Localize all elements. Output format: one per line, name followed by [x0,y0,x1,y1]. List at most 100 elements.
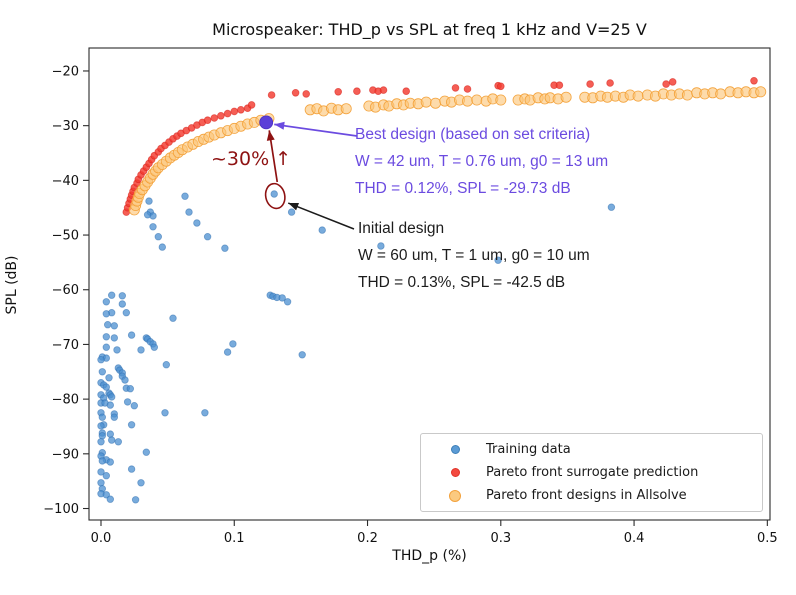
annotation-best-line-3: THD = 0.12%, SPL = -29.73 dB [355,180,571,197]
annotation-best-line-2: W = 42 um, T = 0.76 um, g0 = 13 um [355,153,609,170]
point-pareto-front-designs-in-allsolve [755,86,767,98]
point-training-data [283,298,292,306]
legend-label: Pareto front designs in Allsolve [486,488,687,503]
point-pareto-front-surrogate-prediction [402,87,411,95]
point-training-data [102,298,110,306]
point-training-data [127,421,136,429]
point-pareto-front-surrogate-prediction [586,80,594,88]
point-training-data [123,398,132,406]
y-tick-label: −80 [52,393,79,408]
point-training-data [98,457,106,465]
point-training-data [221,244,229,252]
point-pareto-front-surrogate-prediction [223,109,232,118]
point-pareto-front-surrogate-prediction [606,79,614,87]
point-training-data [107,436,116,444]
point-pareto-front-designs-in-allsolve [560,91,572,103]
point-training-data [137,346,145,354]
point-training-data [103,321,112,329]
point-training-data [377,242,385,250]
point-training-data [102,343,110,351]
point-pareto-front-designs-in-allsolve [461,95,473,107]
annotation-initial-design: Initial design W = 60 um, T = 1 um, g0 =… [358,215,590,296]
x-tick-label: 0.4 [624,531,645,546]
point-training-data [154,232,162,241]
point-pareto-front-designs-in-allsolve [715,88,727,100]
point-training-data [113,346,121,354]
y-tick-label: −30 [52,119,79,134]
y-axis-label: SPL (dB) [4,255,20,315]
point-training-data [203,232,212,241]
x-tick-label: 0.3 [490,531,511,546]
x-tick-label: 0.5 [757,531,778,546]
point-training-data [169,314,177,322]
point-training-data [158,243,166,251]
x-tick-label: 0.0 [91,531,112,546]
point-training-data [106,430,114,438]
point-training-data [143,211,152,219]
point-pareto-front-surrogate-prediction [267,91,276,99]
x-tick-label: 0.1 [224,531,245,546]
annotation-improvement-percent: ~30% ↑ [211,148,292,170]
point-training-data [98,432,106,440]
point-pareto-front-surrogate-prediction [662,80,670,88]
point-training-data [127,465,136,473]
legend-label: Pareto front surrogate prediction [486,465,699,480]
point-training-data [97,438,105,446]
legend-item-pareto-surrogate: Pareto front surrogate prediction [436,461,762,484]
annotation-best-design: Best design (based on set criteria) W = … [355,121,608,202]
point-pareto-front-surrogate-prediction [210,114,219,122]
point-training-data [110,322,118,330]
point-pareto-front-surrogate-prediction [353,87,361,95]
point-training-data [162,361,170,369]
chart-title: Microspeaker: THD_p vs SPL at freq 1 kHz… [212,20,647,39]
point-pareto-front-surrogate-prediction [203,116,212,124]
annotation-initial-line-2: W = 60 um, T = 1 um, g0 = 10 um [358,247,590,264]
annotation-initial-line-3: THD = 0.13%, SPL = -42.5 dB [358,274,566,291]
y-tick-label: −40 [52,174,79,189]
y-tick-label: −100 [43,502,79,517]
point-pareto-front-designs-in-allsolve [471,94,483,106]
point-training-data [98,368,106,376]
point-training-data [318,226,326,234]
point-training-data [126,385,134,393]
point-training-data [107,291,116,299]
x-axis-label: THD_p (%) [392,548,467,564]
point-pareto-front-designs-in-allsolve [681,89,693,101]
point-training-data [118,292,126,300]
improvement-arrow-head [266,130,275,141]
point-training-data [131,496,140,504]
point-pareto-front-surrogate-prediction [237,106,245,114]
point-training-data [185,208,193,216]
point-pareto-front-surrogate-prediction [379,86,388,94]
point-training-data [106,495,114,503]
y-tick-label: −60 [52,283,79,298]
plot-frame [88,47,771,521]
point-training-data [229,340,237,348]
point-pareto-front-surrogate-prediction [463,85,472,93]
point-training-data [102,383,110,391]
y-tick-label: −20 [52,64,79,79]
point-training-data [105,374,113,382]
pareto-surrogate-marker-icon [450,468,460,477]
point-pareto-front-designs-in-allsolve [429,97,441,109]
y-tick-label: −70 [52,338,79,353]
point-training-data [102,472,110,480]
point-training-data [118,300,126,308]
initial-design-circle [264,182,286,210]
point-training-data [607,203,616,211]
point-training-data [97,468,105,476]
point-pareto-front-surrogate-prediction [668,78,677,86]
point-training-data [201,409,209,417]
point-pareto-front-surrogate-prediction [334,88,343,96]
point-training-data [106,458,114,466]
annotation-initial-line-1: Initial design [358,220,445,237]
point-best-design-point [259,115,274,130]
point-training-data [102,310,110,318]
point-training-data [278,294,286,302]
legend-label: Training data [486,442,571,457]
point-training-data [98,413,106,421]
point-pareto-front-surrogate-prediction [230,107,239,116]
point-training-data [145,197,153,205]
